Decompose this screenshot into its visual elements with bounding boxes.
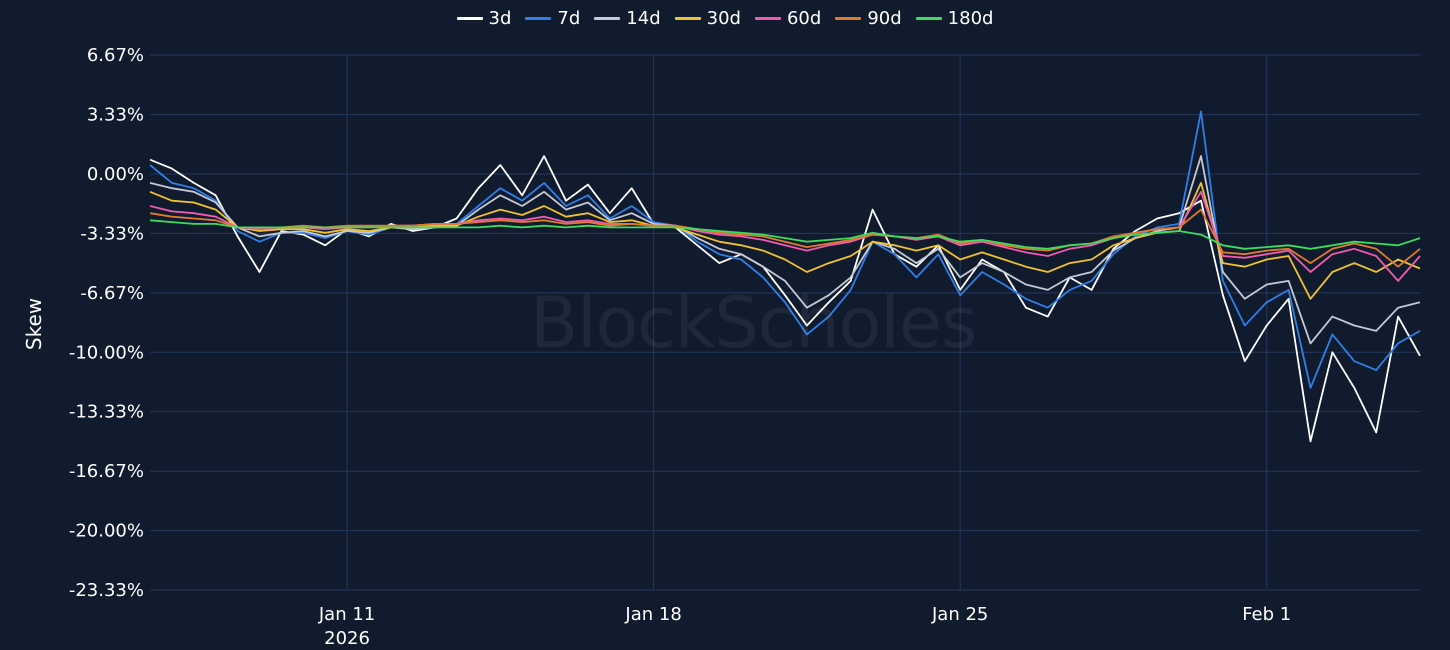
y-tick-label: 6.67% [87, 45, 144, 66]
series-line-180d [149, 219, 1421, 250]
legend-swatch [456, 17, 483, 20]
legend-label: 60d [786, 8, 822, 29]
series-line-60d [149, 190, 1421, 282]
legend-label: 14d [626, 8, 661, 29]
legend-label: 180d [947, 8, 994, 29]
x-tick-label: Jan 11 [318, 604, 375, 625]
series-line-14d [149, 155, 1421, 345]
legend-item-30d[interactable]: 30d [674, 8, 741, 29]
y-tick-label: -20.00% [69, 521, 144, 542]
series-line-30d [149, 181, 1421, 300]
series-line-90d [149, 208, 1421, 268]
x-axis-ticks: Jan 11 2026 Jan 18 Jan 25 Feb 1 [318, 604, 1291, 649]
legend-swatch [674, 17, 701, 20]
legend-item-90d[interactable]: 90d [835, 8, 902, 29]
x-tick-label: Feb 1 [1242, 604, 1291, 625]
y-axis-ticks: 6.67% 3.33% 0.00% -3.33% -6.67% -10.00% -13.33… [69, 45, 144, 601]
legend-swatch [754, 17, 781, 20]
series-line-7d [149, 110, 1421, 389]
series-lines [149, 110, 1421, 443]
legend-item-7d[interactable]: 7d [525, 8, 580, 29]
legend-label: 7d [557, 8, 581, 29]
watermark-logo: BlockScholes [530, 282, 977, 364]
y-tick-label: 3.33% [87, 105, 144, 126]
x-tick-label: Jan 18 [624, 604, 681, 625]
legend-label: 3d [488, 8, 512, 29]
legend: 3d 7d 14d 30d 60d 90d 180d [0, 8, 1450, 29]
y-tick-label: -10.00% [69, 342, 144, 363]
y-tick-label: 0.00% [87, 164, 144, 185]
legend-swatch [525, 17, 552, 20]
legend-swatch [835, 17, 862, 20]
legend-item-60d[interactable]: 60d [754, 8, 822, 29]
legend-label: 30d [706, 8, 741, 29]
y-tick-label: -6.67% [80, 283, 144, 304]
y-axis-label: Skew [22, 297, 46, 351]
grid-lines [150, 54, 1420, 591]
y-tick-label: -16.67% [69, 461, 144, 482]
legend-item-180d[interactable]: 180d [915, 8, 994, 29]
y-tick-label: -3.33% [80, 223, 144, 244]
legend-item-14d[interactable]: 14d [594, 8, 661, 29]
x-tick-label: Jan 25 [931, 604, 988, 625]
legend-swatch [915, 17, 942, 20]
x-tick-sublabel: 2026 [324, 628, 370, 649]
legend-swatch [594, 17, 621, 20]
legend-label: 90d [867, 8, 902, 29]
legend-item-3d[interactable]: 3d [456, 8, 512, 29]
y-tick-label: -13.33% [69, 402, 144, 423]
y-tick-label: -23.33% [69, 580, 144, 601]
